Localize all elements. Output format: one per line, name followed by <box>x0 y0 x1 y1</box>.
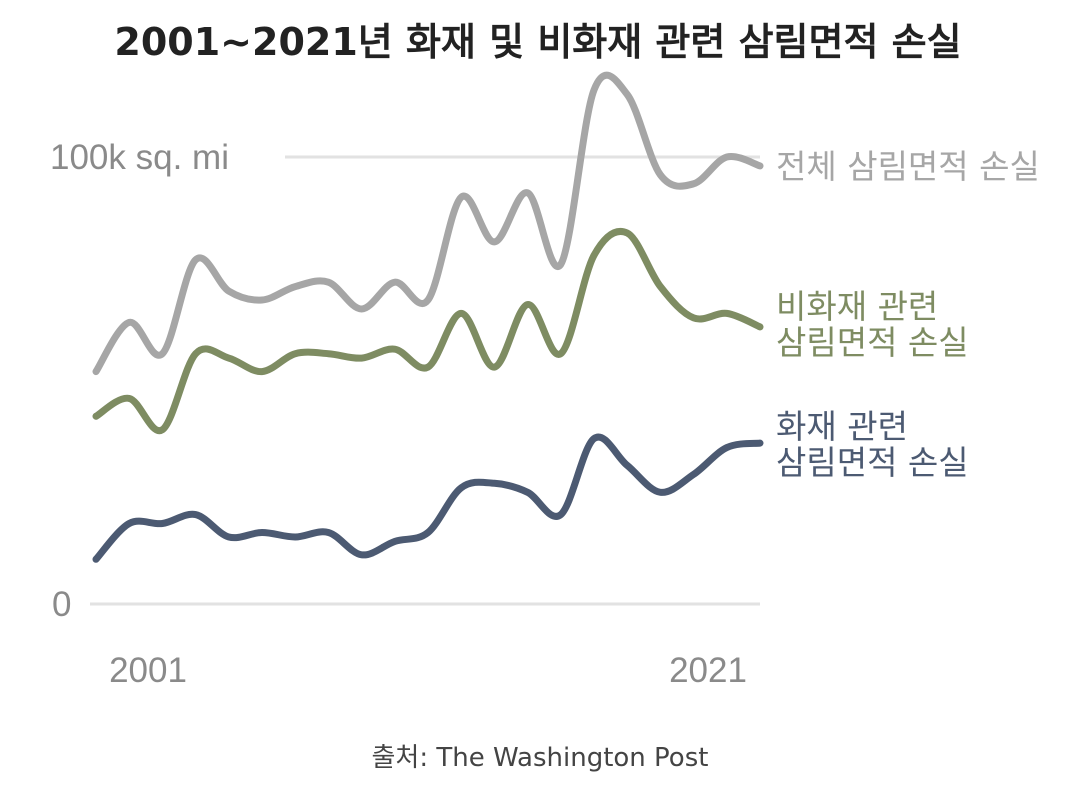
chart-title: 2001~2021년 화재 및 비화재 관련 삼림면적 손실 <box>114 20 961 64</box>
y-tick-label: 0 <box>52 585 71 624</box>
x-axis-ticks: 2001 2021 <box>109 651 747 690</box>
series-line <box>92 227 764 435</box>
series-lines <box>92 71 764 563</box>
series-label: 삼림면적 손실 <box>776 323 969 362</box>
y-axis-ticks: 0 100k sq. mi <box>50 138 229 624</box>
series-line <box>92 71 764 376</box>
source-note: 출처: The Washington Post <box>372 743 709 773</box>
gridlines <box>90 155 760 606</box>
series-label: 전체 삼림면적 손실 <box>776 147 1040 186</box>
x-tick-label: 2021 <box>669 651 747 690</box>
series-label: 화재 관련 <box>776 407 908 446</box>
series-label: 삼림면적 손실 <box>776 443 969 482</box>
series-line <box>92 433 764 563</box>
x-tick-label: 2001 <box>109 651 187 690</box>
y-tick-label: 100k sq. mi <box>50 138 229 177</box>
series-label: 비화재 관련 <box>776 287 938 326</box>
